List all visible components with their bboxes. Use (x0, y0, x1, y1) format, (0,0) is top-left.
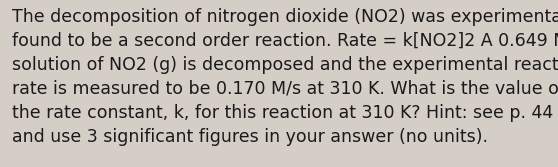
Text: The decomposition of nitrogen dioxide (NO2) was experimentally
found to be a sec: The decomposition of nitrogen dioxide (N… (12, 8, 558, 146)
